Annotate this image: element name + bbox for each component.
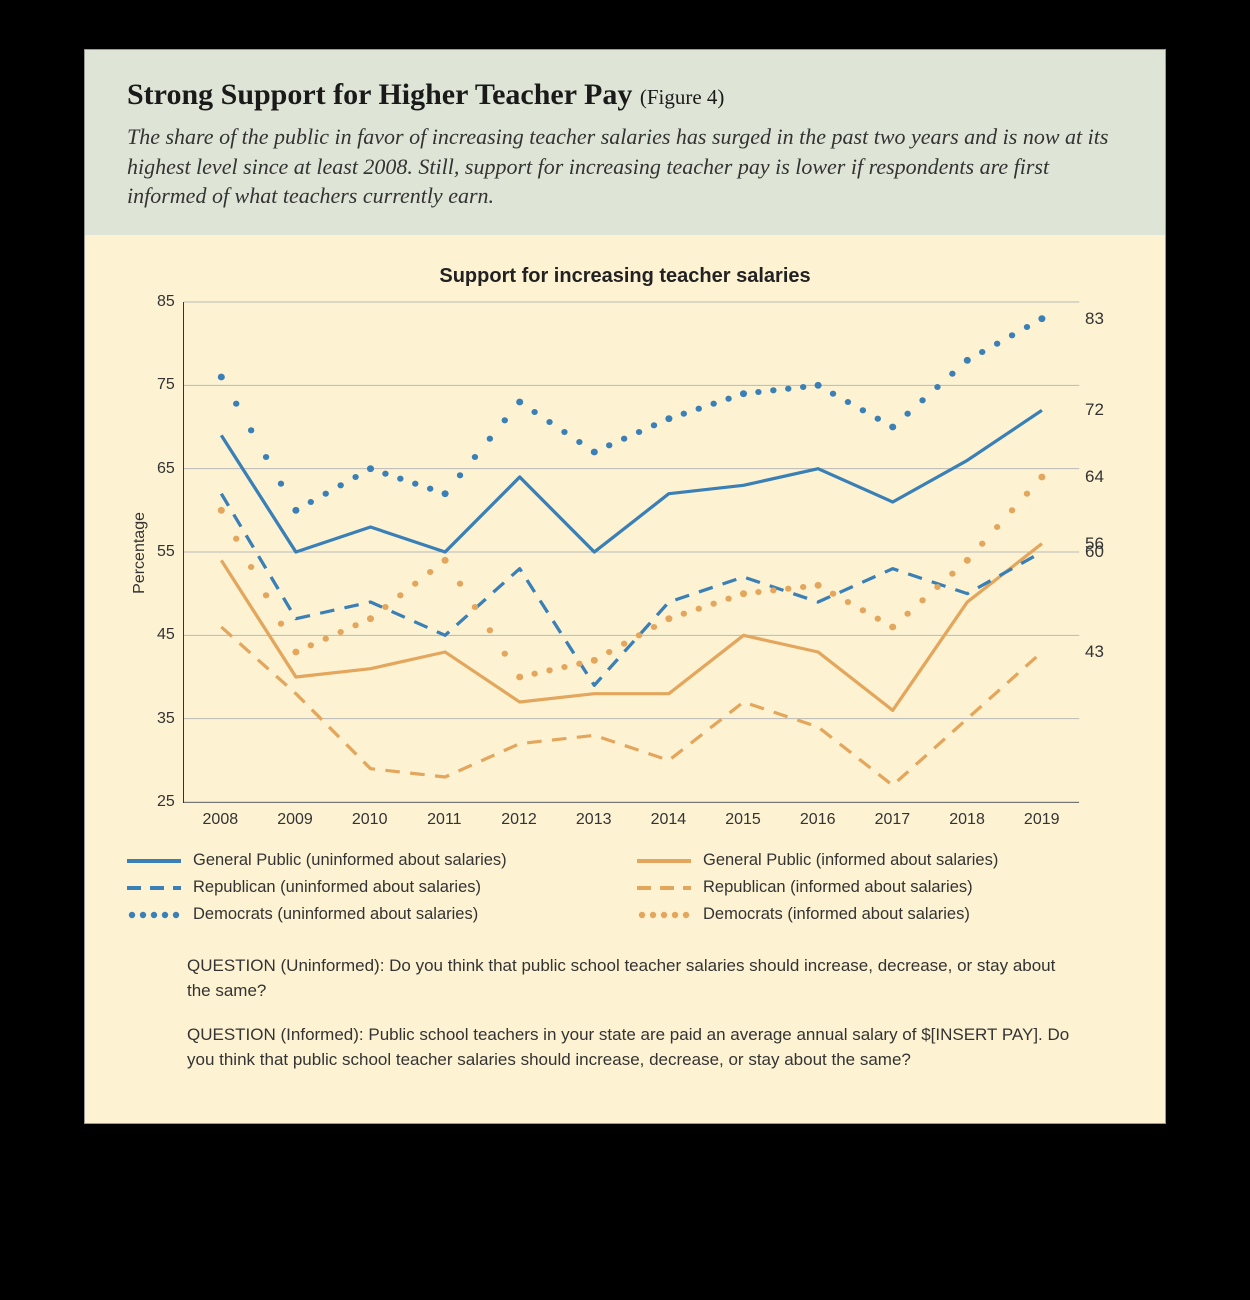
title-text: Strong Support for Higher Teacher Pay: [127, 78, 632, 111]
figure-header: Strong Support for Higher Teacher Pay (F…: [85, 50, 1165, 235]
legend-item: Democrats (uninformed about salaries): [127, 905, 613, 924]
x-tick-label: 2015: [706, 803, 781, 829]
x-axis-ticks: 2008200920102011201220132014201520162017…: [183, 803, 1079, 829]
x-tick-label: 2018: [930, 803, 1005, 829]
chart-area: Support for increasing teacher salaries …: [85, 235, 1165, 1123]
legend-item: General Public (informed about salaries): [637, 851, 1123, 870]
figure-container: Strong Support for Higher Teacher Pay (F…: [85, 50, 1165, 1123]
legend-item: General Public (uninformed about salarie…: [127, 851, 613, 870]
x-tick-label: 2019: [1004, 803, 1079, 829]
legend-label: General Public (informed about salaries): [703, 851, 998, 870]
chart-svg: [184, 302, 1079, 802]
x-tick-label: 2010: [332, 803, 407, 829]
legend-item: Republican (uninformed about salaries): [127, 878, 613, 897]
figure-title: Strong Support for Higher Teacher Pay (F…: [127, 78, 1123, 112]
x-tick-label: 2016: [780, 803, 855, 829]
legend-swatch: [637, 879, 691, 897]
legend-label: Republican (uninformed about salaries): [193, 878, 481, 897]
legend-item: Republican (informed about salaries): [637, 878, 1123, 897]
legend-label: Democrats (uninformed about salaries): [193, 905, 478, 924]
figure-subtitle: The share of the public in favor of incr…: [127, 122, 1123, 211]
x-tick-label: 2011: [407, 803, 482, 829]
legend-label: General Public (uninformed about salarie…: [193, 851, 507, 870]
legend-swatch: [127, 906, 181, 924]
x-tick-label: 2008: [183, 803, 258, 829]
x-axis-spacer-right: [1079, 803, 1123, 829]
legend-label: Republican (informed about salaries): [703, 878, 973, 897]
survey-questions: QUESTION (Uninformed): Do you think that…: [127, 954, 1123, 1073]
x-axis-row: 2008200920102011201220132014201520162017…: [127, 803, 1123, 829]
x-tick-label: 2013: [556, 803, 631, 829]
x-tick-label: 2017: [855, 803, 930, 829]
y-axis-label: Percentage: [127, 512, 153, 594]
y-axis-ticks: 85756555453525: [153, 302, 183, 802]
figure-number-label: (Figure 4): [640, 85, 725, 109]
end-label: 83: [1085, 309, 1104, 329]
series-end-labels: 725660438364: [1079, 302, 1123, 802]
legend-swatch: [127, 852, 181, 870]
question-informed: QUESTION (Informed): Public school teach…: [187, 1023, 1083, 1072]
legend-item: Democrats (informed about salaries): [637, 905, 1123, 924]
legend-swatch: [637, 906, 691, 924]
x-tick-label: 2009: [258, 803, 333, 829]
x-axis-spacer: [127, 803, 183, 829]
plot-area: [183, 302, 1079, 803]
x-tick-label: 2014: [631, 803, 706, 829]
end-label: 60: [1085, 542, 1104, 562]
end-label: 43: [1085, 642, 1104, 662]
legend-swatch: [637, 852, 691, 870]
end-label: 64: [1085, 467, 1104, 487]
chart-body: Percentage 85756555453525 725660438364: [127, 302, 1123, 803]
legend-label: Democrats (informed about salaries): [703, 905, 970, 924]
legend-swatch: [127, 879, 181, 897]
chart-legend: General Public (uninformed about salarie…: [127, 851, 1123, 924]
x-tick-label: 2012: [482, 803, 557, 829]
end-label: 72: [1085, 400, 1104, 420]
chart-title: Support for increasing teacher salaries: [127, 265, 1123, 288]
question-uninformed: QUESTION (Uninformed): Do you think that…: [187, 954, 1083, 1003]
